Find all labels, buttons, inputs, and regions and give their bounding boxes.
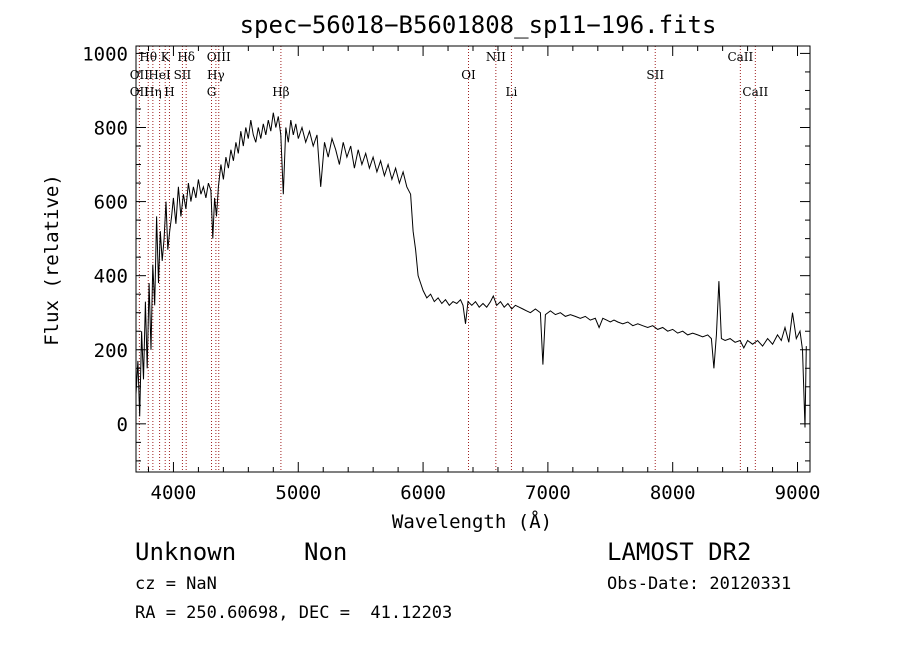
y-tick-label: 400 bbox=[94, 266, 128, 288]
chart-title: spec−56018−B5601808_sp11−196.fits bbox=[240, 11, 717, 39]
line-label: Hη bbox=[144, 85, 162, 99]
redshift-text: cz = NaN bbox=[135, 574, 217, 594]
y-tick-label: 1000 bbox=[82, 43, 128, 65]
line-label: OII bbox=[130, 85, 150, 99]
survey-name: LAMOST DR2 bbox=[607, 538, 752, 566]
object-class: Unknown bbox=[135, 538, 237, 566]
x-tick-label: 7000 bbox=[525, 482, 571, 504]
line-label: CaII bbox=[727, 50, 753, 64]
object-subclass: Non bbox=[304, 538, 348, 566]
line-label: Hγ bbox=[207, 68, 225, 82]
line-label: K bbox=[161, 50, 171, 64]
x-tick-label: 8000 bbox=[650, 482, 696, 504]
x-axis: 4000 5000 6000 7000 8000 9000 bbox=[147, 46, 821, 504]
coordinates-text: RA = 250.60698, DEC = 41.12203 bbox=[135, 603, 453, 623]
y-tick-label: 200 bbox=[94, 340, 128, 362]
observation-date: Obs-Date: 20120331 bbox=[607, 574, 792, 594]
x-tick-label: 6000 bbox=[400, 482, 446, 504]
x-axis-label: Wavelength (Å) bbox=[392, 510, 552, 533]
line-label: OIII bbox=[207, 50, 231, 64]
y-tick-label: 0 bbox=[117, 414, 128, 436]
line-label: Hθ bbox=[139, 50, 157, 64]
line-label: CaII bbox=[742, 85, 768, 99]
line-markers bbox=[138, 46, 756, 472]
line-label: SII bbox=[174, 68, 192, 82]
x-tick-label: 5000 bbox=[275, 482, 321, 504]
line-label: Li bbox=[506, 85, 518, 99]
line-label: OI bbox=[461, 68, 476, 82]
y-axis-label: Flux (relative) bbox=[41, 174, 63, 346]
line-label: NII bbox=[486, 50, 506, 64]
line-label: G bbox=[207, 85, 217, 99]
line-label: Hβ bbox=[272, 85, 289, 99]
spectrum-line bbox=[135, 112, 807, 428]
x-tick-label: 4000 bbox=[151, 482, 197, 504]
line-label: SII bbox=[646, 68, 664, 82]
line-label: H bbox=[164, 85, 174, 99]
x-tick-label: 9000 bbox=[775, 482, 821, 504]
y-tick-label: 600 bbox=[94, 192, 128, 214]
line-label: Hδ bbox=[177, 50, 195, 64]
line-label: HeI bbox=[148, 68, 171, 82]
plot-frame bbox=[135, 45, 811, 473]
line-label: OII bbox=[130, 68, 150, 82]
y-tick-label: 800 bbox=[94, 117, 128, 139]
y-axis: 0 200 400 600 800 1000 bbox=[82, 43, 810, 462]
